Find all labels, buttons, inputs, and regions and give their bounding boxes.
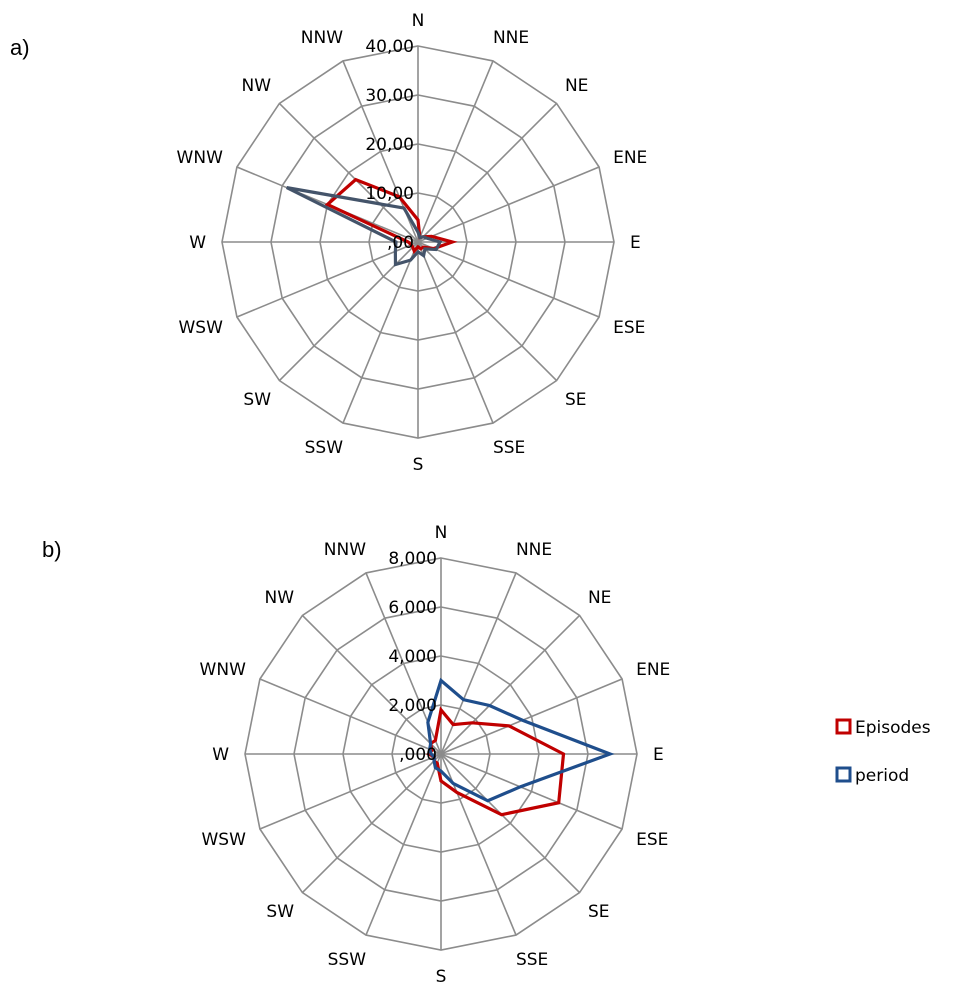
radar-chart-a: ,0010,0020,0030,0040,00NNNENEENEEESESESS… [177,11,648,475]
direction-label-s: S [413,455,424,475]
direction-label-se: SE [565,390,587,410]
spoke-sse [417,241,494,424]
direction-label-e: E [653,745,664,765]
tick-label-4: 8,000 [388,549,437,569]
direction-label-sw: SW [266,902,294,922]
tick-label-1: 2,000 [388,696,437,716]
spoke-ne [440,614,581,755]
direction-label-ne: NE [588,588,611,608]
series-period [426,677,615,803]
direction-label-ene: ENE [613,148,647,168]
direction-label-e: E [630,233,641,253]
direction-label-se: SE [588,902,610,922]
direction-label-w: W [189,233,206,253]
legend-label-episodes: Episodes [855,718,931,738]
spoke-nne [417,60,494,243]
legend-swatch-episodes [835,718,852,735]
direction-label-sse: SSE [493,438,525,458]
direction-label-nne: NNE [493,28,529,48]
legend: Episodes period [835,718,931,786]
spoke-ene [440,678,623,755]
direction-label-nw: NW [264,588,294,608]
spoke-wnw [259,678,442,755]
tick-label-4: 40,00 [365,37,414,57]
spoke-se [440,753,581,894]
direction-label-nne: NNE [516,540,552,560]
direction-label-sse: SSE [516,950,548,970]
direction-label-sw: SW [243,390,271,410]
legend-label-period: period [855,766,909,786]
spoke-nw [278,102,419,243]
direction-label-wnw: WNW [200,660,247,680]
direction-label-wnw: WNW [177,148,224,168]
direction-label-ne: NE [565,76,588,96]
direction-label-nnw: NNW [324,540,366,560]
series-period [286,186,443,267]
direction-label-n: N [412,11,425,31]
spoke-ese [440,753,623,830]
direction-label-ene: ENE [636,660,670,680]
tick-label-3: 6,000 [388,598,437,618]
direction-label-ese: ESE [613,318,645,338]
tick-label-2: 20,00 [365,135,414,155]
spoke-sw [301,753,442,894]
spoke-ene [417,166,600,243]
spoke-ne [417,102,558,243]
panel-label-b: b) [42,537,62,562]
panel-label-a: a) [10,35,30,60]
tick-label-0: ,000 [399,745,437,765]
direction-label-n: N [435,523,448,543]
direction-label-wsw: WSW [201,830,246,850]
direction-label-nw: NW [241,76,271,96]
spoke-ssw [365,753,442,936]
spoke-ssw [342,241,419,424]
tick-label-2: 4,000 [388,647,437,667]
legend-swatch-period [835,766,852,783]
direction-label-s: S [436,967,447,987]
spoke-wsw [259,753,442,830]
spoke-se [417,241,558,382]
direction-label-ssw: SSW [328,950,367,970]
tick-label-0: ,00 [387,233,414,253]
tick-label-1: 10,00 [365,184,414,204]
direction-label-ese: ESE [636,830,668,850]
direction-label-nnw: NNW [301,28,343,48]
tick-label-3: 30,00 [365,86,414,106]
radar-chart-b: ,000 2,000 4,000 6,000 8,000 N NNE NE ENE E ESE SE S… [200,523,671,987]
direction-label-ssw: SSW [305,438,344,458]
direction-label-w: W [212,745,229,765]
spoke-nw [301,614,442,755]
spoke-wsw [236,241,419,318]
spoke-ese [417,241,600,318]
direction-label-wsw: WSW [178,318,223,338]
